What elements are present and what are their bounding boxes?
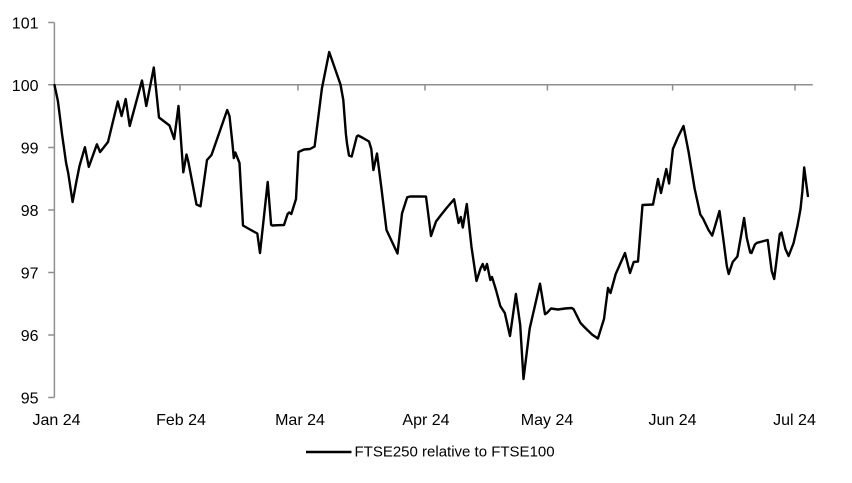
svg-text:96: 96 xyxy=(21,328,39,345)
svg-text:Jul 24: Jul 24 xyxy=(773,412,816,429)
svg-text:FTSE250 relative to FTSE100: FTSE250 relative to FTSE100 xyxy=(355,444,555,461)
svg-text:Jan 24: Jan 24 xyxy=(32,412,80,429)
svg-text:97: 97 xyxy=(21,266,39,283)
svg-text:99: 99 xyxy=(21,141,39,158)
svg-text:Feb 24: Feb 24 xyxy=(156,412,206,429)
svg-text:100: 100 xyxy=(12,78,39,95)
svg-text:101: 101 xyxy=(12,16,39,33)
svg-text:May 24: May 24 xyxy=(521,412,574,429)
svg-text:95: 95 xyxy=(21,391,39,408)
svg-text:98: 98 xyxy=(21,203,39,220)
svg-text:Jun 24: Jun 24 xyxy=(648,412,696,429)
svg-text:Mar 24: Mar 24 xyxy=(275,412,325,429)
svg-text:Apr 24: Apr 24 xyxy=(402,412,449,429)
